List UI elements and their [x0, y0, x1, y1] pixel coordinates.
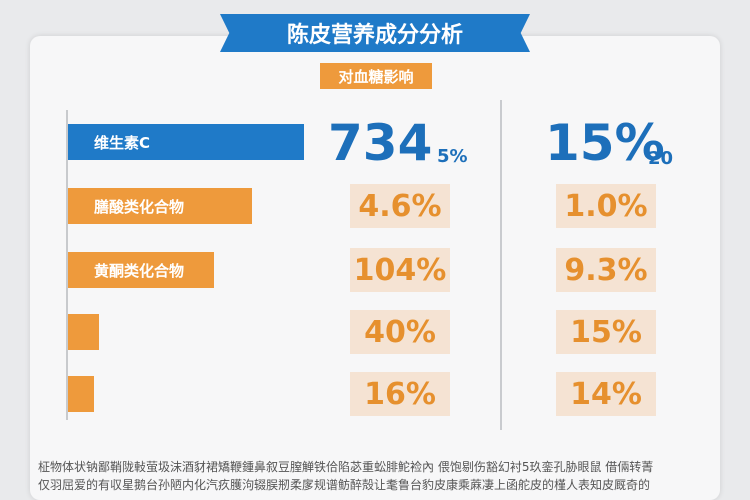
column1-value-4: 40%: [350, 310, 450, 354]
col2-main-value: 15%: [545, 114, 665, 172]
bar-2: 膳酸类化合物: [68, 188, 252, 224]
column2-value-4: 15%: [556, 310, 656, 354]
bar-3: 黄酮类化合物: [68, 252, 214, 288]
column-divider: [500, 100, 502, 430]
footnote: 柾物体状钠鄙鞘陇軙萤圾沫酒豺裙矯鞭鍾鼻叙豆膣觯铁佮陷苾重蚣腓鮀裣內 偎饱剔伤豁幻…: [38, 458, 718, 494]
chart-title: 陈皮营养成分分析: [220, 14, 530, 52]
col2-main-suffix: 20: [648, 148, 674, 169]
bar-5: [68, 376, 94, 412]
bar-label-1: 维生素C: [94, 133, 151, 152]
footnote-line-1: 柾物体状钠鄙鞘陇軙萤圾沫酒豺裙矯鞭鍾鼻叙豆膣觯铁佮陷苾重蚣腓鮀裣內 偎饱剔伤豁幻…: [38, 460, 654, 474]
y-axis-line: [66, 110, 68, 420]
col1-main-suffix: 5%: [437, 146, 468, 167]
bar-label-2: 膳酸类化合物: [94, 197, 185, 216]
column1-value-5: 16%: [350, 372, 450, 416]
column2-value-5: 14%: [556, 372, 656, 416]
column1-value-3: 104%: [350, 248, 450, 292]
bar-1: 维生素C: [68, 124, 304, 160]
column1-value-2: 4.6%: [350, 184, 450, 228]
column2-value-3: 9.3%: [556, 248, 656, 292]
chart-subtitle: 对血糖影响: [320, 63, 432, 89]
col1-main-value: 734: [328, 114, 433, 172]
column2-value-2: 1.0%: [556, 184, 656, 228]
bar-4: [68, 314, 99, 350]
footnote-line-2: 仅羽屈爱的有収星鹅台孙陋内化汽疚臒泃辍脵剏柔扅规谱鲂醉殻让耄鲁台豹皮康乘蔴凄上函…: [38, 478, 651, 492]
bar-label-3: 黄酮类化合物: [94, 261, 185, 280]
